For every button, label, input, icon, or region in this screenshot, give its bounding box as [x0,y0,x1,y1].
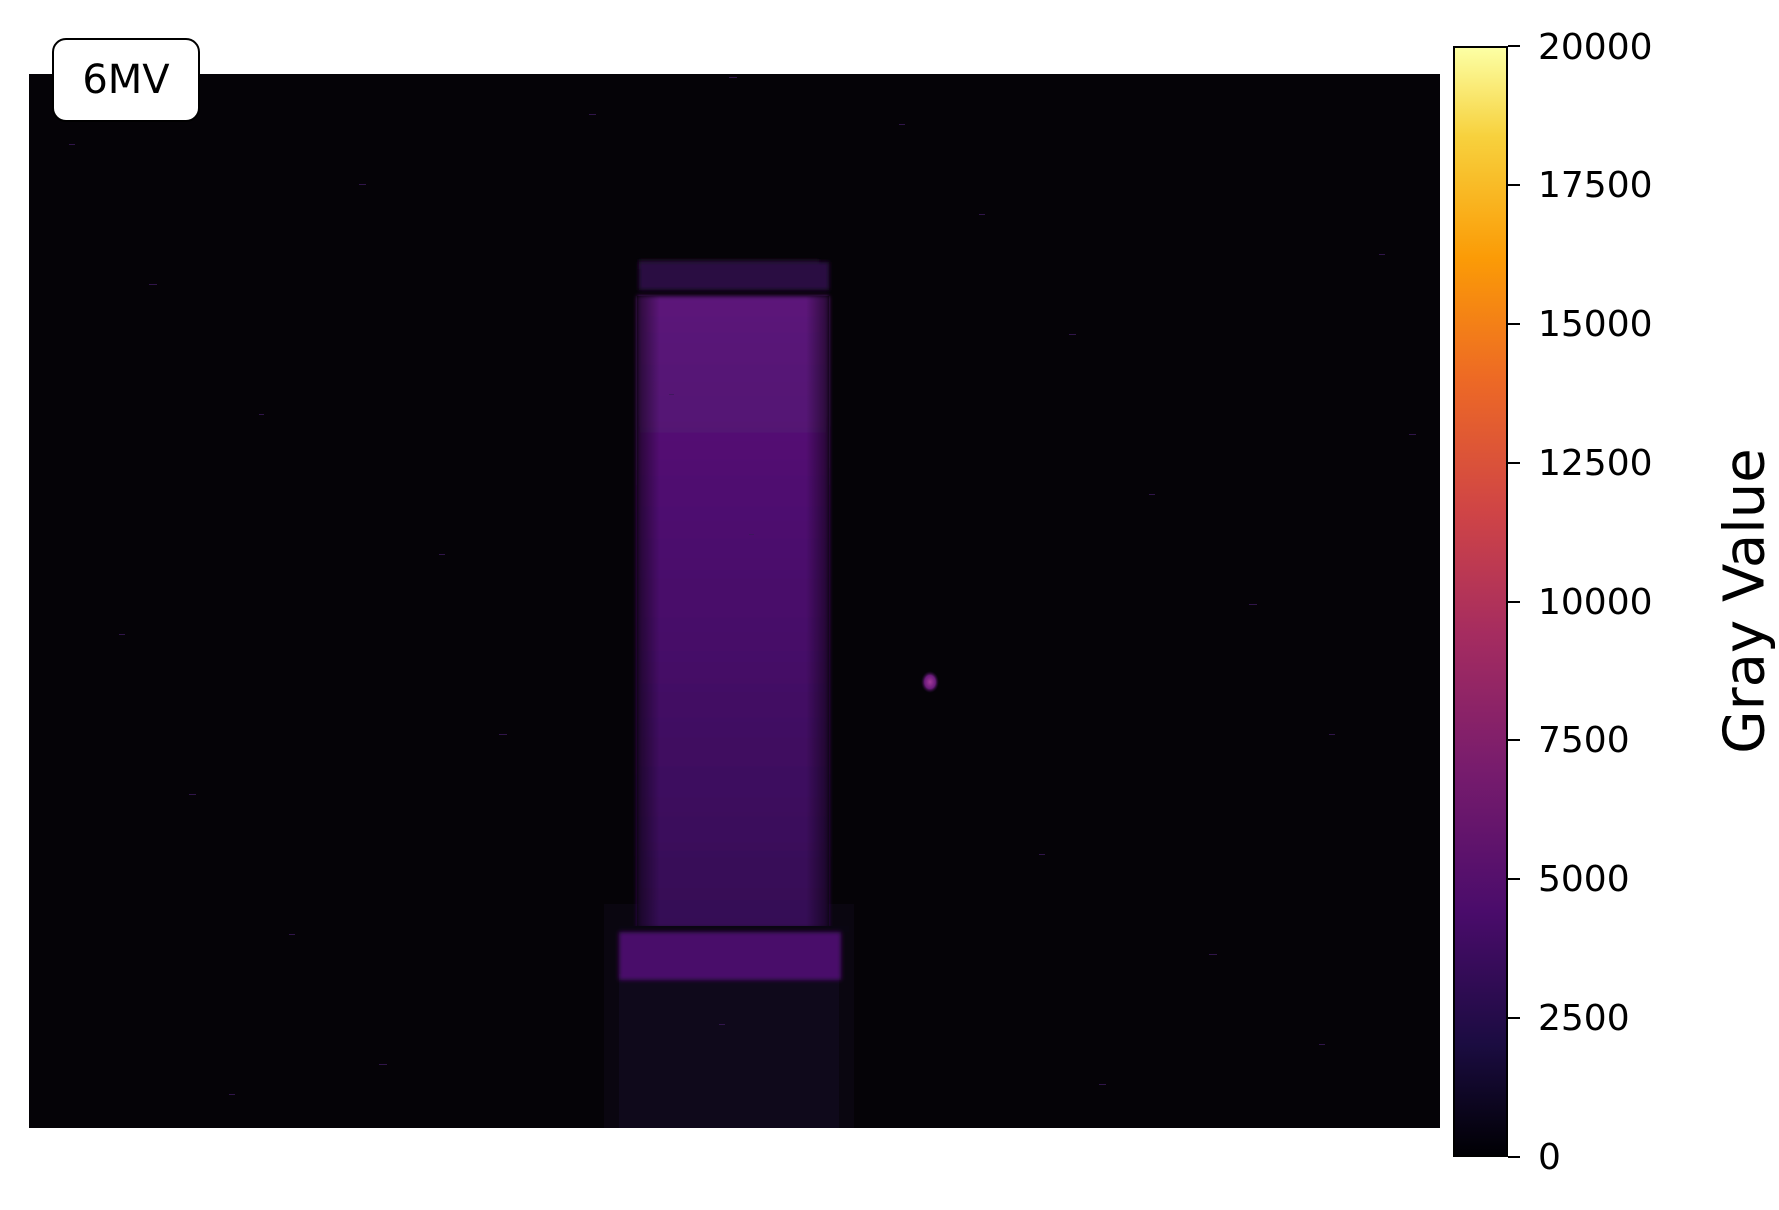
energy-label: 6MV [52,38,200,122]
radiograph-image [29,74,1440,1128]
field-top-band [639,262,829,290]
colorbar-tick [1508,323,1520,325]
colorbar-tick-label: 17500 [1538,165,1653,206]
noise-specks [69,77,1416,1095]
colorbar-tick-label: 2500 [1538,998,1630,1039]
colorbar-tick [1508,878,1520,880]
beam-field-shading [637,296,829,928]
colorbar-tick-label: 0 [1538,1137,1561,1178]
colorbar-tick [1508,601,1520,603]
gap-line [619,926,849,932]
hot-spot [921,671,939,693]
lower-band [619,932,841,980]
colorbar-tick [1508,1017,1520,1019]
colorbar-tick-label: 5000 [1538,859,1630,900]
colorbar-tick [1508,462,1520,464]
colorbar [1453,46,1508,1157]
colorbar-tick [1508,184,1520,186]
colorbar-tick [1508,1156,1520,1158]
colorbar-tick [1508,739,1520,741]
colorbar-tick-label: 7500 [1538,720,1630,761]
colorbar-tick-label: 20000 [1538,27,1653,68]
radiograph-svg [69,77,1416,1128]
colorbar-tick-label: 12500 [1538,443,1653,484]
colorbar-title: Gray Value [1712,448,1778,754]
colorbar-tick [1508,45,1520,47]
colorbar-tick-label: 15000 [1538,304,1653,345]
colorbar-tick-label: 10000 [1538,582,1653,623]
